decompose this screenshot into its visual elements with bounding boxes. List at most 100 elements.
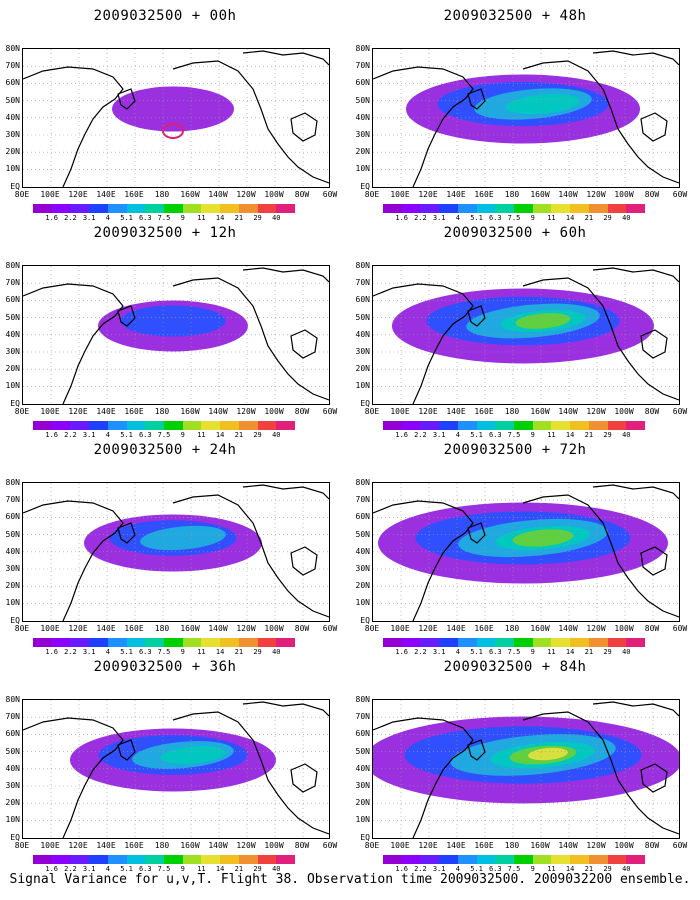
colorbar-swatch <box>570 855 589 864</box>
latitude-label: 80N <box>355 695 370 704</box>
latitude-label: 40N <box>355 546 370 556</box>
latitude-label: 50N <box>5 746 20 756</box>
longitude-label: 120W <box>236 841 256 850</box>
longitude-label: 60W <box>322 407 338 416</box>
colorbar-label: 1.6 <box>395 865 409 873</box>
colorbar-label: 14 <box>215 431 225 439</box>
longitude-label: 160W <box>180 841 200 850</box>
colorbar-label: 29 <box>603 865 612 873</box>
colorbar-label: 29 <box>253 214 262 222</box>
colorbar-swatch <box>238 421 258 430</box>
latitude-label: 80N <box>5 478 20 487</box>
colorbar-swatch <box>70 638 90 647</box>
colorbar <box>383 638 646 647</box>
variance-region <box>120 305 226 337</box>
forecast-panel: 2009032500 + 60h 80N 70N 60N 50N 40N 30N 20N 10N… <box>350 225 688 440</box>
colorbar-swatch <box>164 204 183 213</box>
colorbar-swatch <box>276 638 296 647</box>
coastline <box>172 494 329 618</box>
colorbar-swatch <box>51 204 71 213</box>
map-svg <box>23 266 329 404</box>
longitude-label: 120W <box>586 190 606 199</box>
colorbar-label: 11 <box>547 865 556 873</box>
longitude-label: 80E <box>14 190 30 199</box>
latitude-label: 50N <box>355 95 370 105</box>
coastline <box>592 701 679 717</box>
colorbar-swatch <box>126 855 146 864</box>
colorbar-label: 2.2 <box>64 214 77 222</box>
longitude-label: 100E <box>390 841 410 850</box>
latitude-label: 70N <box>355 495 370 505</box>
latitude-label: 10N <box>355 815 370 825</box>
colorbar-swatch <box>514 638 533 647</box>
latitude-label: 60N <box>5 512 20 522</box>
coastline <box>640 763 668 793</box>
longitude-label: 80W <box>294 624 310 633</box>
latitude-label: 60N <box>5 729 20 739</box>
colorbar-label: 6.3 <box>488 214 502 222</box>
map-plot <box>22 48 330 188</box>
latitude-label: EQ <box>10 398 20 408</box>
longitude-label: 100E <box>40 624 60 633</box>
longitude-label: 80W <box>294 407 310 416</box>
longitude-label: 120E <box>68 841 88 850</box>
colorbar-label: 1.6 <box>45 431 59 439</box>
colorbar-swatch <box>89 855 108 864</box>
longitude-label: 180 <box>154 407 170 416</box>
latitude-label: 80N <box>5 261 20 270</box>
colorbar-swatch <box>257 204 277 213</box>
colorbar-label: 3.1 <box>432 865 446 873</box>
colorbar-label: 11 <box>197 214 206 222</box>
longitude-label: 140E <box>446 190 466 199</box>
colorbar-label: 21 <box>584 648 594 656</box>
longitude-label: 80E <box>14 407 30 416</box>
colorbar-label: 29 <box>253 431 262 439</box>
colorbar-swatch <box>588 204 608 213</box>
colorbar-label: 7.5 <box>507 648 521 656</box>
colorbar-label: 7.5 <box>157 214 171 222</box>
latitude-label: 20N <box>5 147 20 157</box>
coastline <box>373 66 474 187</box>
latitude-label: 80N <box>355 261 370 270</box>
colorbar <box>383 204 646 213</box>
longitude-label: 180 <box>504 841 520 850</box>
colorbar-swatch <box>626 204 646 213</box>
colorbar-swatch <box>70 421 90 430</box>
observation-marker <box>162 123 184 139</box>
longitude-label: 80E <box>364 407 380 416</box>
longitude-label: 100W <box>264 624 284 633</box>
map-plot <box>22 699 330 839</box>
colorbar-label: 21 <box>584 214 594 222</box>
colorbar-swatch <box>257 855 277 864</box>
colorbar-swatch <box>420 638 440 647</box>
longitude-label: 140E <box>96 407 116 416</box>
coastline <box>522 277 679 401</box>
colorbar-swatch <box>420 855 440 864</box>
longitude-label: 160W <box>180 624 200 633</box>
colorbar-label: 40 <box>272 431 281 439</box>
colorbar-swatch <box>145 204 165 213</box>
longitude-label: 160W <box>530 190 550 199</box>
colorbar-label: 2.2 <box>414 648 427 656</box>
colorbar-label: 14 <box>565 431 575 439</box>
colorbar-swatch <box>495 855 515 864</box>
latitude-label: 70N <box>5 495 20 505</box>
panel-title: 2009032500 + 00h <box>93 8 237 24</box>
colorbar-swatch <box>201 855 221 864</box>
colorbar-swatch <box>514 855 533 864</box>
colorbar-label: 11 <box>197 648 206 656</box>
latitude-label: 10N <box>5 815 20 825</box>
colorbar-label: 4 <box>105 431 110 439</box>
coastline <box>592 484 679 500</box>
colorbar-swatch <box>145 855 165 864</box>
colorbar-swatch <box>495 638 515 647</box>
colorbar-label: 6.3 <box>138 214 152 222</box>
latitude-label: 80N <box>5 695 20 704</box>
coastline <box>373 283 474 404</box>
colorbar-label: 4 <box>455 865 460 873</box>
latitude-label: 40N <box>5 546 20 556</box>
colorbar-swatch <box>439 855 458 864</box>
colorbar-label: 40 <box>622 865 631 873</box>
coastline <box>23 717 124 838</box>
colorbar-swatch <box>401 855 421 864</box>
